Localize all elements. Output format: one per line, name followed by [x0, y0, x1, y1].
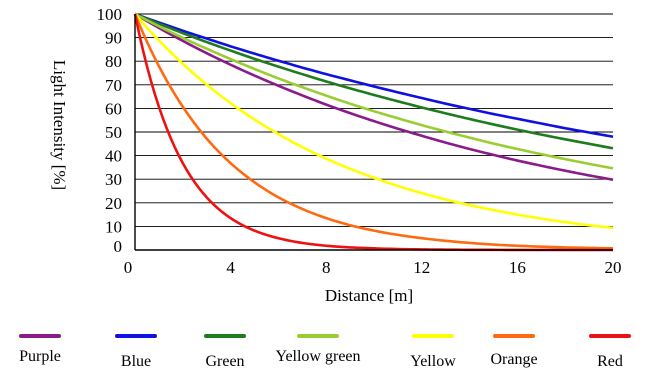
y-tick-label: 70 — [105, 76, 122, 95]
x-tick-label: 20 — [605, 258, 622, 277]
y-tick-label: 50 — [105, 123, 122, 142]
axes — [134, 14, 613, 251]
y-tick-label: 20 — [105, 194, 122, 213]
legend-swatch — [493, 334, 535, 338]
series-line-purple — [134, 12, 614, 181]
legend-label: Purple — [19, 348, 61, 365]
legend-swatch — [204, 334, 246, 338]
y-tick-labels: 010 20 30 40 50 60 70 80 90 100 — [97, 5, 123, 256]
legend-label: Red — [597, 353, 623, 370]
y-tick-label: 100 — [97, 5, 123, 24]
legend-label: Yellow green — [275, 348, 360, 365]
x-tick-label: 4 — [226, 258, 235, 277]
series-line-orange — [133, 13, 614, 250]
series-lines — [133, 12, 614, 252]
legend-swatch — [19, 334, 61, 338]
legend-label: Yellow — [410, 353, 456, 370]
series-line-yellow — [134, 13, 614, 230]
y-tick-label: 40 — [105, 147, 122, 166]
x-tick-label: 12 — [413, 258, 430, 277]
y-tick-label: 90 — [105, 29, 122, 48]
legend-swatch — [412, 334, 454, 338]
series-line-yellow-green — [134, 12, 614, 170]
x-tick-labels: 0 4 8 12 16 20 — [124, 258, 622, 277]
gridlines — [135, 13, 613, 227]
legend-swatch — [297, 334, 339, 338]
x-tick-label: 0 — [124, 258, 133, 277]
x-axis-label: Distance [m] — [325, 286, 413, 305]
y-tick-label: 80 — [105, 52, 122, 71]
y-tick-label: 0 — [114, 237, 123, 256]
legend-label: Orange — [490, 351, 537, 368]
series-line-blue — [134, 12, 614, 139]
series-line-green — [134, 12, 614, 150]
legend: Purple Blue Green Yellow green Yellow Orange R… — [19, 334, 631, 370]
y-tick-label: 10 — [105, 217, 122, 236]
legend-swatch — [589, 334, 631, 338]
y-tick-label: 60 — [105, 99, 122, 118]
x-tick-label: 16 — [509, 258, 526, 277]
legend-label: Green — [205, 353, 244, 370]
legend-swatch — [115, 334, 157, 338]
y-tick-label: 30 — [105, 170, 122, 189]
y-axis-label: Light Intensity [%] — [50, 60, 69, 190]
x-tick-label: 8 — [322, 258, 331, 277]
legend-label: Blue — [121, 353, 151, 370]
